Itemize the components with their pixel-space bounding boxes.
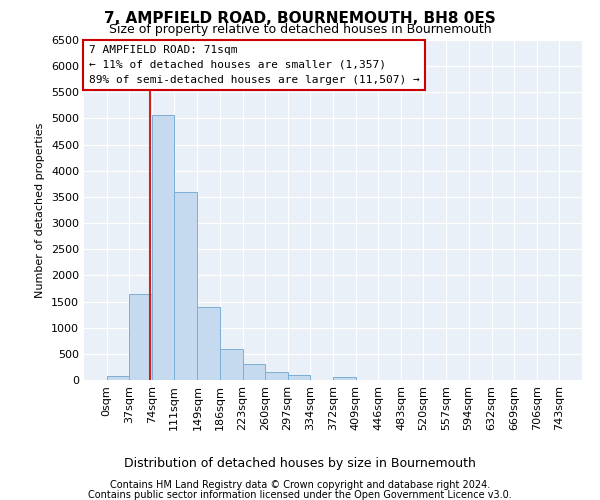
Bar xyxy=(242,364,265,380)
Bar xyxy=(220,348,242,380)
Bar xyxy=(174,192,197,380)
Text: 7, AMPFIELD ROAD, BOURNEMOUTH, BH8 0ES: 7, AMPFIELD ROAD, BOURNEMOUTH, BH8 0ES xyxy=(104,11,496,26)
Bar xyxy=(129,294,152,380)
Text: Contains public sector information licensed under the Open Government Licence v3: Contains public sector information licen… xyxy=(88,490,512,500)
Bar xyxy=(152,114,174,380)
Text: 7 AMPFIELD ROAD: 71sqm
← 11% of detached houses are smaller (1,357)
89% of semi-: 7 AMPFIELD ROAD: 71sqm ← 11% of detached… xyxy=(89,45,420,84)
Bar xyxy=(107,376,129,380)
Bar xyxy=(334,377,356,380)
Text: Distribution of detached houses by size in Bournemouth: Distribution of detached houses by size … xyxy=(124,458,476,470)
Bar xyxy=(287,375,310,380)
Text: Size of property relative to detached houses in Bournemouth: Size of property relative to detached ho… xyxy=(109,22,491,36)
Bar xyxy=(265,372,287,380)
Bar xyxy=(197,307,220,380)
Y-axis label: Number of detached properties: Number of detached properties xyxy=(35,122,46,298)
Text: Contains HM Land Registry data © Crown copyright and database right 2024.: Contains HM Land Registry data © Crown c… xyxy=(110,480,490,490)
